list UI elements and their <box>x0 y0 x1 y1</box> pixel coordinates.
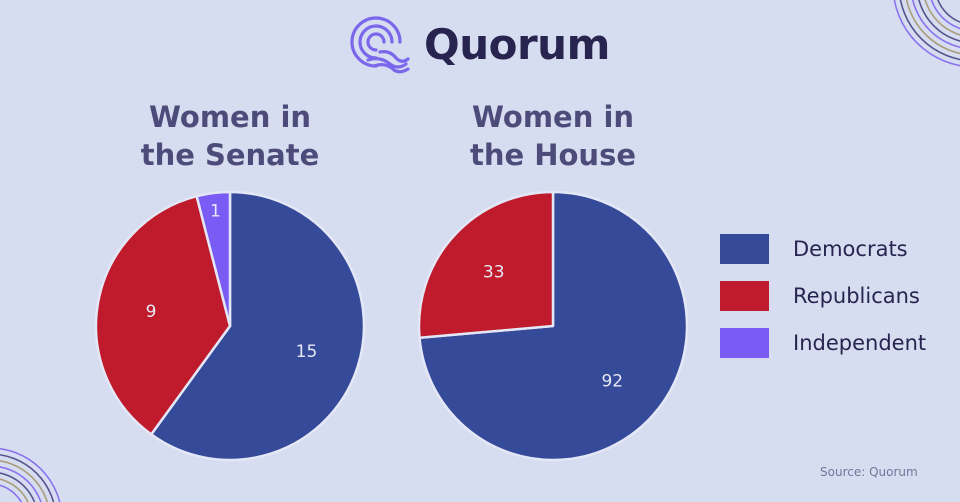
republicans-swatch <box>720 280 769 311</box>
chart-legend: Democrats Republicans Independent <box>720 225 926 366</box>
independent-swatch <box>720 327 769 358</box>
senate-chart-title: Women in the Senate <box>140 100 320 172</box>
pie-slice-independent <box>195 190 232 328</box>
house-pie-chart: 92 33 <box>417 190 689 462</box>
brand-name: Quorum <box>424 19 610 69</box>
legend-item-republicans: Republicans <box>720 272 926 319</box>
pie-slice-republicans <box>94 194 232 436</box>
source-note: Source: Quorum <box>820 465 918 479</box>
legend-item-independent: Independent <box>720 319 926 366</box>
democrats-swatch <box>720 233 769 264</box>
corner-arcs-decoration-top-right <box>893 0 960 67</box>
pie-slice-republicans <box>417 190 555 340</box>
corner-arcs-decoration-bottom-left <box>0 447 61 502</box>
pie-value-label: 33 <box>483 263 505 283</box>
quorum-q-icon <box>350 16 410 74</box>
pie-value-label: 1 <box>210 201 221 221</box>
pie-value-label: 15 <box>296 342 318 362</box>
quorum-logo: Quorum <box>346 14 610 74</box>
legend-item-democrats: Democrats <box>720 225 926 272</box>
pie-value-label: 9 <box>146 302 157 322</box>
house-chart-title: Women in the House <box>469 100 637 172</box>
pie-slice-democrats <box>149 190 366 462</box>
pie-value-label: 92 <box>601 371 623 391</box>
